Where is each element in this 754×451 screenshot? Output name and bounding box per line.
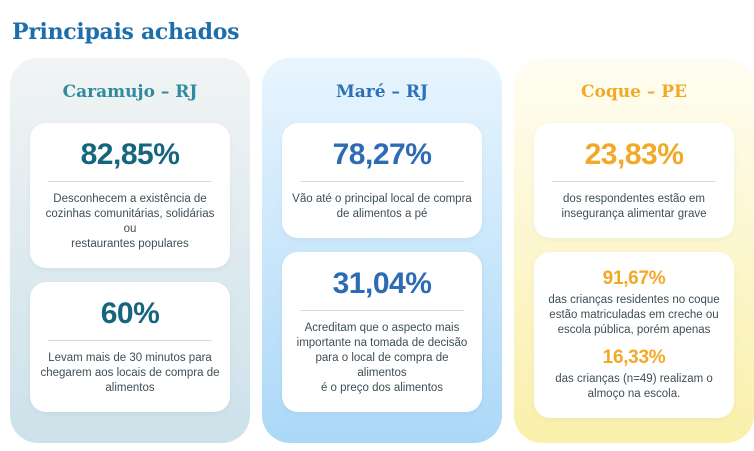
- stat-box: 60% Levam mais de 30 minutos para chegar…: [30, 282, 230, 412]
- stat-divider: [300, 181, 464, 182]
- stat-description: das crianças (n=49) realizam o almoço na…: [555, 373, 713, 400]
- stat-description: Vão até o principal local de compra de a…: [292, 193, 472, 220]
- stat-divider: [48, 181, 212, 182]
- card-caramujo: Caramujo – RJ 82,85% Desconhecem a exist…: [10, 58, 250, 443]
- stat-value: 31,04%: [332, 267, 432, 300]
- card-header: Maré – RJ: [335, 82, 429, 102]
- stat-box: 23,83% dos respondentes estão em insegur…: [534, 123, 734, 238]
- card-header: Caramujo – RJ: [62, 82, 198, 102]
- stat-value: 82,85%: [80, 138, 180, 171]
- stat-value: 23,83%: [584, 138, 684, 171]
- stat-box: 78,27% Vão até o principal local de comp…: [282, 123, 482, 238]
- stat-divider: [48, 340, 212, 341]
- stat-description: Levam mais de 30 minutos para chegarem a…: [40, 352, 220, 394]
- page-title: Principais achados: [12, 18, 240, 45]
- stat-description: Acreditam que o aspecto mais importante …: [296, 322, 468, 394]
- stat-box: 82,85% Desconhecem a existência de cozin…: [30, 123, 230, 268]
- card-mare: Maré – RJ 78,27% Vão até o principal loc…: [262, 58, 502, 443]
- stat-value: 91,67%: [602, 268, 666, 289]
- stat-description: das crianças residentes no coque estão m…: [548, 294, 720, 336]
- stat-value: 78,27%: [332, 138, 432, 171]
- cards-container: Caramujo – RJ 82,85% Desconhecem a exist…: [10, 58, 754, 443]
- stat-description: dos respondentes estão em insegurança al…: [561, 193, 707, 220]
- card-coque: Coque – PE 23,83% dos respondentes estão…: [514, 58, 754, 443]
- stat-value: 16,33%: [602, 347, 666, 368]
- stat-box: 31,04% Acreditam que o aspecto mais impo…: [282, 252, 482, 412]
- stat-divider: [300, 310, 464, 311]
- stat-divider: [552, 181, 716, 182]
- stat-description: Desconhecem a existência de cozinhas com…: [45, 193, 215, 250]
- stat-value: 60%: [100, 297, 160, 330]
- stat-box-double: 91,67% das crianças residentes no coque …: [534, 252, 734, 418]
- card-header: Coque – PE: [580, 82, 687, 102]
